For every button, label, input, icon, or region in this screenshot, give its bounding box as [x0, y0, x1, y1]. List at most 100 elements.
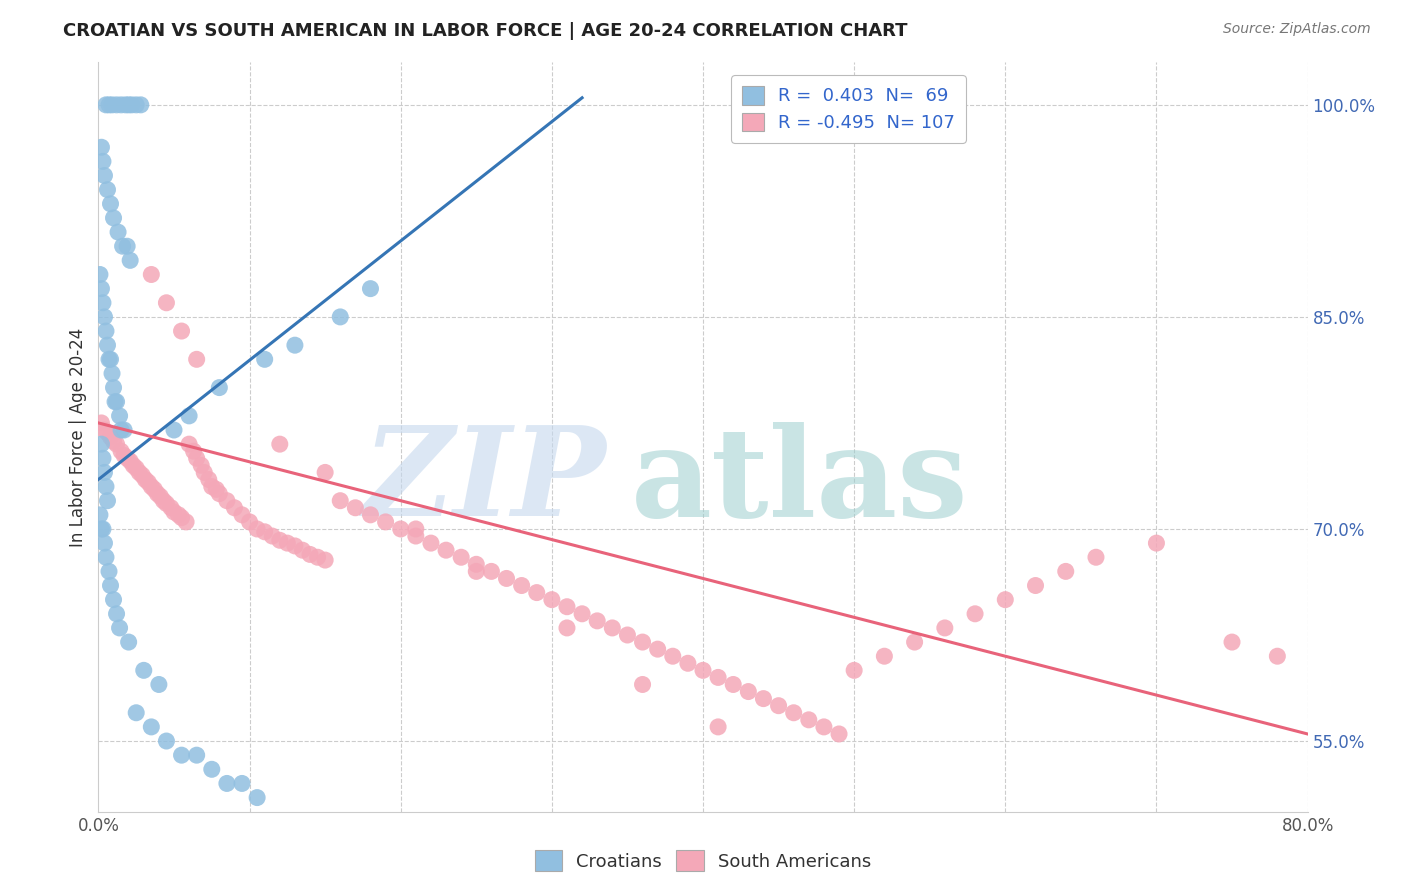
Point: [723, 677, 745, 691]
Point: [118, 635, 141, 649]
Point: [434, 543, 457, 558]
Point: [179, 437, 201, 451]
Point: [107, 225, 129, 239]
Point: [374, 515, 396, 529]
Point: [873, 649, 896, 664]
Point: [828, 727, 851, 741]
Point: [934, 621, 956, 635]
Point: [707, 670, 730, 684]
Point: [752, 691, 775, 706]
Point: [93, 423, 115, 437]
Point: [110, 423, 132, 437]
Point: [631, 635, 654, 649]
Point: [103, 381, 125, 395]
Point: [420, 536, 443, 550]
Point: [91, 522, 114, 536]
Point: [100, 352, 122, 367]
Point: [450, 550, 472, 565]
Point: [510, 578, 533, 592]
Point: [1267, 649, 1289, 664]
Point: [616, 628, 638, 642]
Point: [125, 98, 148, 112]
Point: [1144, 536, 1167, 550]
Point: [186, 748, 208, 763]
Point: [96, 338, 118, 352]
Point: [104, 394, 127, 409]
Point: [186, 451, 208, 466]
Point: [186, 352, 208, 367]
Point: [111, 239, 134, 253]
Point: [129, 98, 152, 112]
Point: [141, 720, 163, 734]
Point: [329, 310, 352, 324]
Point: [170, 510, 193, 524]
Point: [201, 479, 224, 493]
Point: [174, 515, 197, 529]
Point: [231, 508, 253, 522]
Point: [96, 183, 118, 197]
Point: [134, 473, 156, 487]
Point: [90, 140, 112, 154]
Point: [307, 550, 329, 565]
Point: [994, 592, 1017, 607]
Point: [783, 706, 806, 720]
Point: [163, 505, 186, 519]
Point: [190, 458, 212, 473]
Point: [571, 607, 593, 621]
Point: [94, 550, 117, 565]
Point: [495, 571, 517, 585]
Point: [170, 324, 193, 338]
Point: [91, 451, 114, 466]
Point: [98, 565, 121, 579]
Point: [91, 295, 114, 310]
Point: [201, 762, 224, 776]
Point: [141, 479, 163, 493]
Point: [94, 324, 117, 338]
Point: [131, 468, 153, 483]
Point: [105, 98, 128, 112]
Point: [98, 98, 121, 112]
Point: [965, 607, 987, 621]
Point: [246, 790, 269, 805]
Point: [93, 466, 115, 480]
Point: [112, 449, 135, 463]
Point: [215, 493, 238, 508]
Point: [105, 394, 128, 409]
Point: [110, 98, 132, 112]
Legend: R =  0.403  N=  69, R = -0.495  N= 107: R = 0.403 N= 69, R = -0.495 N= 107: [731, 75, 966, 143]
Point: [205, 483, 228, 497]
Point: [253, 352, 276, 367]
Point: [179, 409, 201, 423]
Point: [481, 565, 503, 579]
Point: [152, 493, 174, 508]
Point: [103, 434, 125, 449]
Text: atlas: atlas: [630, 422, 969, 542]
Point: [120, 454, 142, 468]
Point: [215, 776, 238, 790]
Point: [555, 599, 578, 614]
Point: [146, 486, 169, 500]
Point: [143, 483, 166, 497]
Point: [115, 451, 138, 466]
Point: [100, 196, 122, 211]
Point: [155, 295, 177, 310]
Point: [737, 684, 759, 698]
Point: [692, 664, 714, 678]
Point: [844, 664, 866, 678]
Point: [136, 475, 159, 490]
Point: [284, 539, 307, 553]
Point: [208, 381, 231, 395]
Point: [329, 493, 352, 508]
Point: [125, 706, 148, 720]
Point: [904, 635, 927, 649]
Point: [276, 536, 298, 550]
Point: [360, 508, 382, 522]
Point: [149, 490, 172, 504]
Text: CROATIAN VS SOUTH AMERICAN IN LABOR FORCE | AGE 20-24 CORRELATION CHART: CROATIAN VS SOUTH AMERICAN IN LABOR FORC…: [63, 22, 908, 40]
Point: [269, 533, 291, 548]
Point: [100, 578, 122, 592]
Point: [1024, 578, 1046, 592]
Point: [128, 466, 150, 480]
Point: [148, 677, 170, 691]
Point: [112, 423, 135, 437]
